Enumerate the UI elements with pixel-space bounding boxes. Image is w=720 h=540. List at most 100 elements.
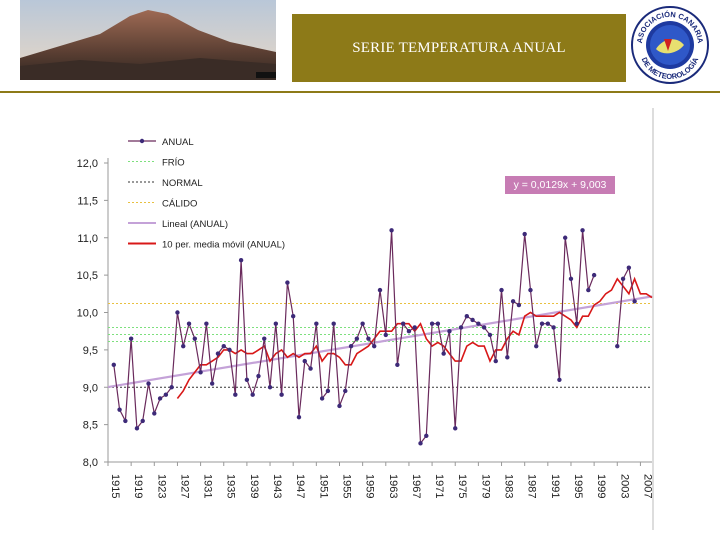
annual-point [510, 299, 516, 304]
annual-point [499, 287, 504, 293]
annual-point [273, 321, 279, 326]
temperature-chart: 12,0 11,5 11,0 10,5 10,0 9,5 9,0 8,5 8,0 1915 1919… [77, 108, 654, 530]
annual-point [620, 276, 626, 282]
annual-point [626, 265, 632, 270]
annual-point [157, 396, 163, 401]
annual-point [152, 411, 157, 416]
annual-point [140, 418, 145, 424]
annual-point [435, 321, 441, 326]
x-tick-label: 1963 [387, 474, 399, 498]
annual-point [424, 433, 429, 439]
annual-point [285, 280, 290, 285]
annual-point [366, 336, 371, 341]
annual-point [250, 392, 255, 397]
annual-point [429, 321, 435, 326]
legend-label: CÁLIDO [162, 199, 197, 210]
x-tick-label: 1967 [410, 474, 422, 498]
annual-point [134, 426, 140, 431]
annual-point [481, 325, 487, 330]
annual-point [267, 385, 273, 390]
mountain-photo [20, 0, 276, 80]
annual-point [383, 332, 388, 338]
header-divider [0, 91, 720, 93]
annual-point [516, 302, 522, 308]
annual-point [117, 407, 122, 412]
annual-series-line [113, 230, 595, 445]
annual-point [192, 336, 198, 341]
annual-point [545, 321, 551, 326]
annual-point [377, 287, 383, 293]
annual-point [400, 321, 406, 326]
x-tick-label: 1927 [178, 474, 190, 498]
y-tick-label: 8,0 [83, 457, 98, 469]
annual-point [412, 325, 417, 330]
legend-label: 10 per. media móvil (ANUAL) [162, 240, 285, 251]
x-tick-label: 1955 [340, 474, 352, 498]
y-tick-label: 10,0 [77, 308, 98, 320]
legend-label: ANUAL [162, 137, 194, 148]
y-tick-label: 9,5 [83, 345, 98, 357]
annual-point [528, 287, 533, 293]
annual-point [215, 351, 221, 356]
title-banner: SERIE TEMPERATURA ANUAL [292, 14, 626, 82]
x-tick-label: 1915 [109, 474, 121, 498]
y-tick-label: 9,0 [83, 382, 98, 394]
annual-point [175, 310, 180, 315]
legend-label: NORMAL [162, 178, 203, 189]
x-tick-label: 1975 [456, 474, 468, 498]
annual-point [372, 343, 377, 349]
annual-point [580, 228, 585, 233]
annual-series-line [616, 265, 636, 347]
annual-point [505, 355, 510, 360]
x-tick-label: 1943 [271, 474, 283, 498]
x-tick-label: 1939 [248, 474, 260, 498]
annual-point [204, 321, 209, 326]
y-tick-label: 10,5 [77, 270, 98, 282]
x-tick-label: 1987 [526, 474, 538, 498]
annual-point [146, 381, 151, 386]
annual-point [169, 385, 174, 390]
page-title: SERIE TEMPERATURA ANUAL [352, 39, 566, 56]
annual-point [493, 358, 498, 364]
annual-point [337, 403, 342, 409]
annual-point [296, 414, 302, 420]
trend-equation: y = 0,0129x + 9,003 [505, 176, 615, 194]
annual-point [227, 347, 232, 353]
x-tick-label: 1959 [364, 474, 376, 498]
annual-point [632, 299, 637, 304]
annual-point [181, 343, 186, 349]
annual-point [447, 328, 452, 334]
annual-point [464, 314, 470, 319]
annual-point [343, 388, 348, 394]
annual-point [209, 381, 215, 386]
annual-point [163, 392, 169, 397]
annual-point [586, 287, 591, 293]
annual-point [221, 343, 226, 349]
annual-point [279, 392, 284, 397]
annual-point [290, 314, 296, 319]
annual-point [308, 366, 313, 371]
legend-marker [139, 138, 145, 144]
x-tick-label: 1991 [549, 474, 561, 498]
annual-point [418, 441, 423, 446]
annual-point [319, 396, 325, 401]
annual-point [476, 321, 481, 326]
x-tick-label: 1995 [572, 474, 584, 498]
annual-point [348, 343, 354, 349]
annual-point [551, 325, 556, 330]
annual-point [522, 231, 527, 237]
annual-point [238, 257, 244, 263]
annual-point [470, 317, 475, 323]
annual-point [111, 362, 116, 368]
x-tick-label: 1971 [433, 474, 445, 498]
annual-point [591, 272, 597, 278]
x-tick-label: 1947 [294, 474, 306, 498]
y-tick-label: 11,0 [77, 233, 98, 245]
annual-point [360, 321, 365, 326]
annual-point [256, 373, 261, 379]
annual-point [539, 321, 545, 326]
x-tick-label: 1923 [155, 474, 167, 498]
x-tick-label: 1919 [132, 474, 144, 498]
annual-point [128, 336, 134, 341]
annual-point [534, 343, 539, 349]
